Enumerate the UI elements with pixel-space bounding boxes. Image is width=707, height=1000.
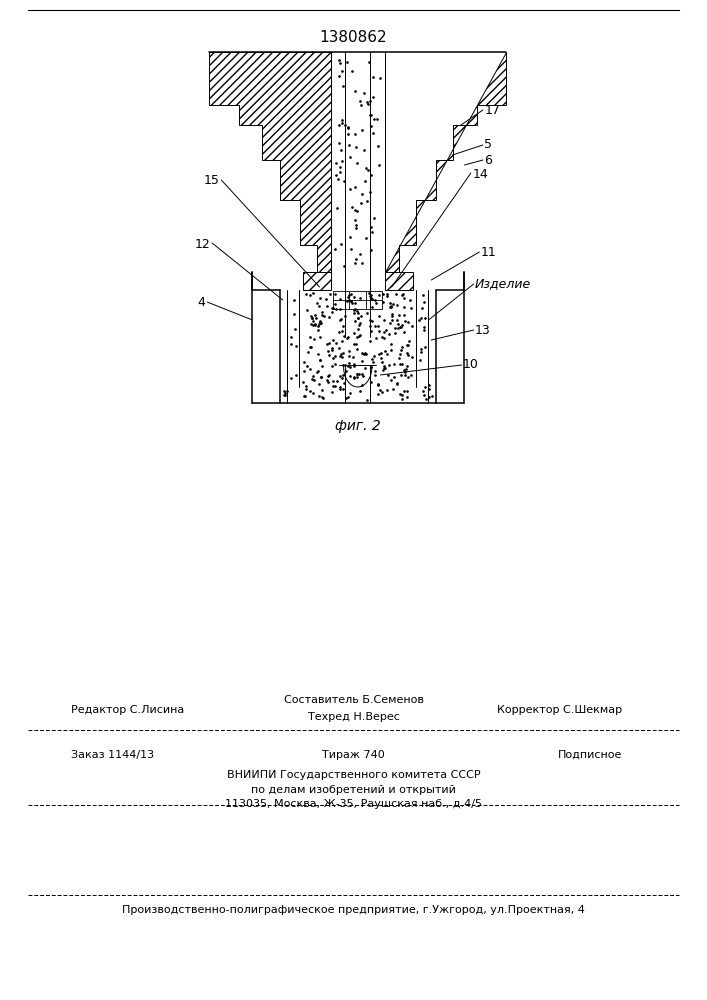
Polygon shape <box>385 272 413 290</box>
Text: Составитель Б.Семенов: Составитель Б.Семенов <box>284 695 423 705</box>
Text: Изделие: Изделие <box>475 277 532 290</box>
Text: 6: 6 <box>484 153 492 166</box>
Text: Техред Н.Верес: Техред Н.Верес <box>308 712 399 722</box>
Text: 10: 10 <box>463 359 479 371</box>
Text: 14: 14 <box>472 168 488 182</box>
Text: Тираж 740: Тираж 740 <box>322 750 385 760</box>
Text: 4: 4 <box>197 296 205 308</box>
Text: Корректор С.Шекмар: Корректор С.Шекмар <box>497 705 622 715</box>
Text: 11: 11 <box>481 245 496 258</box>
Polygon shape <box>209 52 331 272</box>
Text: 1380862: 1380862 <box>320 29 387 44</box>
Text: 113035, Москва, Ж-35, Раушская наб., д.4/5: 113035, Москва, Ж-35, Раушская наб., д.4… <box>225 799 482 809</box>
Text: Заказ 1144/13: Заказ 1144/13 <box>71 750 154 760</box>
Text: 5: 5 <box>484 138 492 151</box>
Text: ВНИИПИ Государственного комитета СССР: ВНИИПИ Государственного комитета СССР <box>227 770 480 780</box>
Text: по делам изобретений и открытий: по делам изобретений и открытий <box>251 785 456 795</box>
Text: Подписное: Подписное <box>558 750 622 760</box>
Polygon shape <box>385 52 506 272</box>
Text: Производственно-полиграфическое предприятие, г.Ужгород, ул.Проектная, 4: Производственно-полиграфическое предприя… <box>122 905 585 915</box>
Text: Редактор С.Лисина: Редактор С.Лисина <box>71 705 184 715</box>
Text: 13: 13 <box>475 324 491 336</box>
Polygon shape <box>303 272 331 290</box>
Text: 17: 17 <box>484 104 500 116</box>
Text: 15: 15 <box>204 174 219 186</box>
Text: 12: 12 <box>195 238 211 251</box>
Text: фиг. 2: фиг. 2 <box>335 419 380 433</box>
